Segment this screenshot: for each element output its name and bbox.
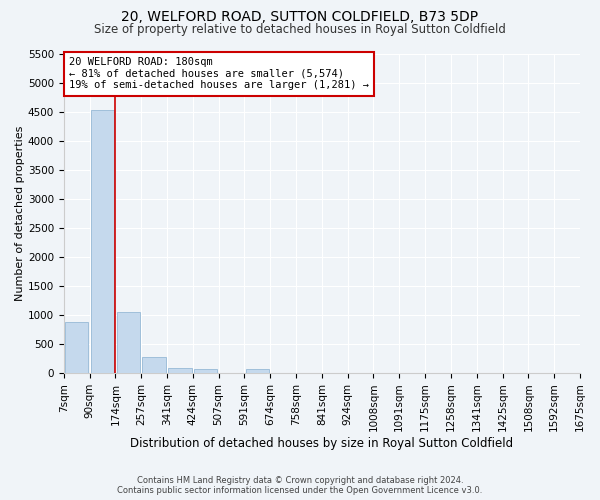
Text: Contains HM Land Registry data © Crown copyright and database right 2024.
Contai: Contains HM Land Registry data © Crown c… — [118, 476, 482, 495]
Bar — [91, 110, 114, 373]
Bar — [246, 370, 269, 373]
Bar — [168, 368, 191, 373]
Text: 20, WELFORD ROAD, SUTTON COLDFIELD, B73 5DP: 20, WELFORD ROAD, SUTTON COLDFIELD, B73 … — [121, 10, 479, 24]
Bar — [142, 357, 166, 373]
Bar — [65, 322, 88, 373]
Bar — [116, 312, 140, 373]
X-axis label: Distribution of detached houses by size in Royal Sutton Coldfield: Distribution of detached houses by size … — [130, 437, 514, 450]
Bar — [194, 370, 217, 373]
Text: Size of property relative to detached houses in Royal Sutton Coldfield: Size of property relative to detached ho… — [94, 22, 506, 36]
Text: 20 WELFORD ROAD: 180sqm
← 81% of detached houses are smaller (5,574)
19% of semi: 20 WELFORD ROAD: 180sqm ← 81% of detache… — [69, 57, 369, 90]
Y-axis label: Number of detached properties: Number of detached properties — [15, 126, 25, 301]
